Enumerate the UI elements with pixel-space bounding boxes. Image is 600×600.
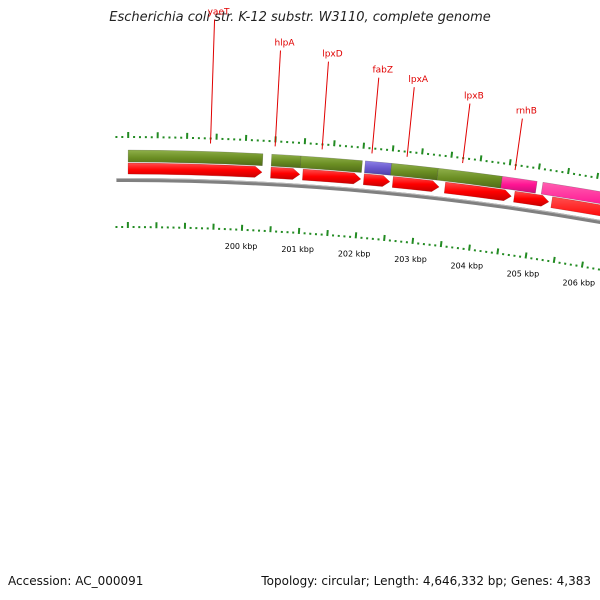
outer-tick [537, 163, 541, 170]
map-title: Escherichia coli str. K-12 substr. W3110… [109, 10, 491, 25]
outer-tick [479, 155, 483, 162]
outer-tick [450, 151, 454, 158]
inner-tick [383, 234, 386, 242]
gene-label-lpxA: lpxA [408, 75, 429, 85]
gene-label-leader [406, 87, 415, 157]
reverse-gene-arrow [550, 196, 600, 217]
kbp-label: 202 kbp [338, 249, 371, 258]
gene-label-fabZ: fabZ [372, 66, 393, 76]
outer-tick [596, 172, 600, 179]
gene-label-lpxB: lpxB [464, 92, 484, 102]
forward-gene-magenta [500, 176, 538, 194]
kbp-label: 201 kbp [281, 245, 314, 254]
forward-gene-olive [300, 155, 363, 173]
inner-tick [354, 232, 358, 239]
backbone-track [116, 177, 600, 225]
genome-summary: Topology: circular; Length: 4,646,332 bp… [261, 574, 591, 588]
gene-label-leader [514, 118, 523, 171]
gene-label-leader [371, 77, 380, 154]
kbp-label: 205 kbp [507, 269, 540, 278]
inner-tick [552, 256, 556, 264]
reverse-gene-arrow [444, 181, 512, 201]
inner-tick [524, 252, 528, 259]
inner-tick [496, 248, 500, 255]
outer-tick [421, 148, 424, 155]
gene-label-layer: yaeThlpAlpxDfabZlpxAlpxBrnhBdnaE [208, 8, 537, 171]
backbone-highlight [116, 177, 600, 222]
reverse-gene-arrow [363, 173, 391, 187]
forward-strand-track [127, 149, 600, 204]
reverse-strand-track [127, 162, 600, 217]
gene-label-lpxD: lpxD [322, 50, 343, 60]
outer-tick [362, 142, 366, 149]
kbp-label: 204 kbp [450, 261, 483, 270]
gene-label-rnhB: rnhB [516, 107, 537, 117]
forward-gene-magenta [540, 181, 600, 204]
backbone-line [116, 177, 600, 225]
gene-label-leader [210, 19, 216, 144]
gene-label-yaeT: yaeT [208, 8, 230, 18]
forward-gene-olive [270, 153, 302, 169]
reverse-gene-arrow [127, 162, 263, 178]
gene-label-hlpA: hlpA [274, 39, 295, 49]
reverse-gene-arrow [392, 176, 440, 192]
kbp-label: 203 kbp [394, 255, 427, 264]
kbp-label: 200 kbp [225, 242, 258, 251]
inner-tick [580, 261, 584, 268]
inner-tick [439, 240, 443, 248]
kbp-label: 206 kbp [563, 278, 596, 287]
reverse-gene-arrow [513, 190, 550, 207]
gene-label-leader [462, 103, 471, 164]
reverse-gene-arrow [302, 168, 362, 185]
forward-gene-blue [364, 160, 392, 176]
forward-gene-olive [127, 149, 264, 166]
accession-label: Accession: AC_000091 [8, 574, 144, 588]
gene-label-leader [274, 50, 281, 147]
inner-tick [468, 244, 471, 251]
inner-tick [411, 237, 415, 244]
outer-tick [508, 159, 512, 166]
outer-tick [391, 145, 395, 152]
kbp-label-layer: 200 kbp 201 kbp 202 kbp 203 kbp 204 kbp 205 k… [225, 242, 596, 287]
gene-label-leader [321, 61, 329, 150]
reverse-gene-arrow [270, 166, 301, 180]
outer-tick [567, 167, 570, 175]
